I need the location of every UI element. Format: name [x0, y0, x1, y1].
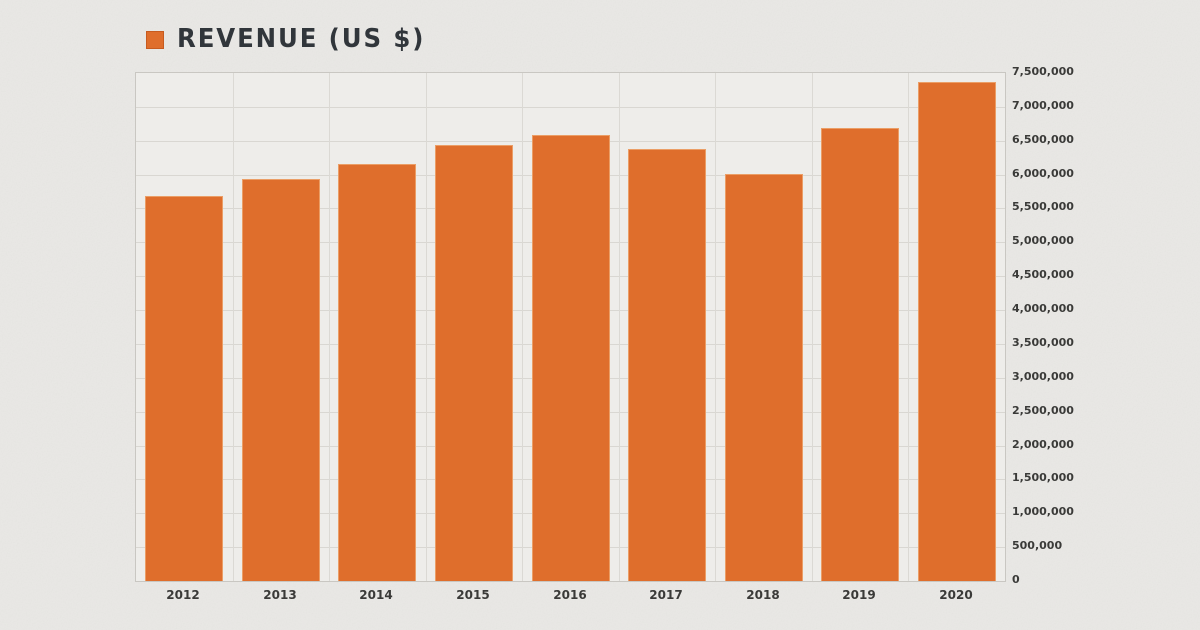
bar-2019 — [821, 128, 899, 581]
y-tick-label: 2,500,000 — [1012, 404, 1074, 417]
bar-2012 — [145, 196, 223, 581]
legend-swatch-icon — [146, 31, 164, 49]
x-tick-label-2017: 2017 — [649, 588, 683, 602]
gridline-vertical — [522, 73, 523, 581]
legend: REVENUE (US $) — [146, 24, 441, 54]
legend-label: REVENUE (US $) — [177, 24, 426, 54]
y-tick-label: 2,000,000 — [1012, 438, 1074, 451]
gridline-vertical — [619, 73, 620, 581]
y-tick-label: 6,000,000 — [1012, 167, 1074, 180]
bar-2018 — [725, 174, 803, 581]
gridline-vertical — [329, 73, 330, 581]
y-tick-label: 7,000,000 — [1012, 99, 1074, 112]
bar-2015 — [435, 145, 513, 581]
y-tick-label: 500,000 — [1012, 539, 1063, 552]
gridline-horizontal — [136, 106, 1005, 108]
y-tick-label: 0 — [1012, 573, 1020, 586]
x-tick-label-2013: 2013 — [263, 588, 297, 602]
y-tick-label: 3,500,000 — [1012, 336, 1074, 349]
gridline-vertical — [715, 73, 716, 581]
x-tick-label-2015: 2015 — [456, 588, 490, 602]
y-tick-label: 3,000,000 — [1012, 370, 1074, 383]
y-tick-label: 1,500,000 — [1012, 471, 1074, 484]
x-tick-label-2019: 2019 — [842, 588, 876, 602]
y-tick-label: 5,000,000 — [1012, 234, 1074, 247]
x-tick-label-2012: 2012 — [166, 588, 200, 602]
y-tick-label: 5,500,000 — [1012, 200, 1074, 213]
gridline-vertical — [426, 73, 427, 581]
plot-area — [135, 72, 1006, 582]
y-tick-label: 7,500,000 — [1012, 65, 1074, 78]
y-tick-label: 4,000,000 — [1012, 302, 1074, 315]
bar-2013 — [242, 179, 320, 581]
gridline-vertical — [233, 73, 234, 581]
y-tick-label: 6,500,000 — [1012, 133, 1074, 146]
x-tick-label-2018: 2018 — [746, 588, 780, 602]
x-tick-label-2014: 2014 — [359, 588, 393, 602]
bar-2017 — [628, 149, 706, 581]
gridline-vertical — [908, 73, 909, 581]
x-tick-label-2020: 2020 — [939, 588, 973, 602]
y-tick-label: 4,500,000 — [1012, 268, 1074, 281]
bar-2014 — [338, 164, 416, 581]
bar-2016 — [532, 135, 610, 581]
bar-2020 — [918, 82, 996, 581]
y-tick-label: 1,000,000 — [1012, 505, 1074, 518]
gridline-vertical — [812, 73, 813, 581]
x-tick-label-2016: 2016 — [553, 588, 587, 602]
